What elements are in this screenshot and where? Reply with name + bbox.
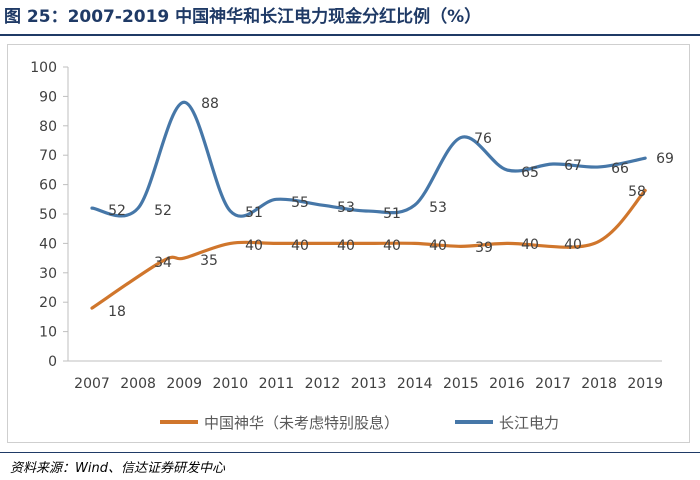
- legend-swatch-cypc: [455, 420, 493, 424]
- legend-label-shenhua: 中国神华（未考虑特别股息）: [204, 413, 400, 432]
- y-tick-label: 90: [39, 89, 57, 105]
- legend-label-cypc: 长江电力: [499, 413, 560, 432]
- x-tick-label: 2009: [166, 376, 202, 392]
- x-tick-label: 2007: [74, 376, 110, 392]
- series-lines: [90, 100, 647, 310]
- data-label-shenhua: 58: [628, 184, 646, 200]
- y-tick-label: 20: [39, 295, 57, 311]
- axes: 0 10 20 30 40 50 60 70 80 90 100 2007 2008 2009 2010 20…: [30, 60, 663, 392]
- x-tick-label: 2008: [120, 376, 156, 392]
- data-labels: 18 34 35 40 40 40 40 40 39 40 40 58 52 52 88 51 55 53 51 53…: [108, 96, 674, 320]
- data-label-shenhua: 40: [245, 238, 263, 254]
- x-tick-label: 2013: [351, 376, 387, 392]
- data-label-cypc: 52: [108, 203, 126, 219]
- data-label-cypc: 52: [154, 203, 172, 219]
- x-tick-label: 2017: [535, 376, 571, 392]
- y-tick-label: 40: [39, 236, 57, 252]
- data-label-shenhua: 18: [108, 304, 126, 320]
- series-line-shenhua: [90, 188, 647, 310]
- data-label-cypc: 65: [521, 165, 539, 181]
- y-tick-label: 50: [39, 207, 57, 223]
- x-tick-label: 2010: [212, 376, 248, 392]
- x-tick-label: 2016: [489, 376, 525, 392]
- y-tick-label: 10: [39, 325, 57, 341]
- x-tick-label: 2019: [627, 376, 663, 392]
- source-note: 资料来源：Wind、信达证券研发中心: [10, 461, 225, 476]
- legend-item-shenhua: 中国神华（未考虑特别股息）: [160, 412, 399, 432]
- data-label-cypc: 53: [429, 200, 447, 216]
- x-tick-label: 2012: [305, 376, 341, 392]
- y-tick-label: 30: [39, 266, 57, 282]
- y-tick-label: 100: [30, 60, 57, 76]
- data-label-shenhua: 40: [383, 238, 401, 254]
- data-label-shenhua: 40: [429, 238, 447, 254]
- data-label-shenhua: 40: [291, 238, 309, 254]
- data-label-shenhua: 40: [564, 237, 582, 253]
- data-label-cypc: 67: [564, 158, 582, 174]
- y-tick-label: 0: [48, 354, 57, 370]
- data-label-cypc: 53: [337, 200, 355, 216]
- x-tick-label: 2018: [581, 376, 617, 392]
- data-label-cypc: 88: [201, 96, 219, 112]
- series-line-cypc: [90, 100, 647, 218]
- data-label-shenhua: 34: [154, 255, 172, 271]
- data-label-shenhua: 40: [337, 238, 355, 254]
- data-label-cypc: 51: [383, 206, 401, 222]
- title-rule: [0, 34, 700, 36]
- legend-item-cypc: 长江电力: [455, 412, 559, 432]
- x-tick-label: 2011: [259, 376, 295, 392]
- data-label-shenhua: 39: [475, 240, 493, 256]
- x-tick-label: 2014: [397, 376, 433, 392]
- figure-title: 图 25：2007-2019 中国神华和长江电力现金分红比例（%）: [4, 7, 482, 27]
- legend-swatch-shenhua: [160, 420, 198, 424]
- data-label-cypc: 76: [474, 131, 492, 147]
- y-tick-label: 70: [39, 148, 57, 164]
- data-label-shenhua: 40: [521, 237, 539, 253]
- footer-rule: [0, 452, 700, 453]
- data-label-cypc: 55: [291, 195, 309, 211]
- y-tick-label: 80: [39, 119, 57, 135]
- data-label-shenhua: 35: [200, 253, 218, 269]
- x-tick-label: 2015: [443, 376, 479, 392]
- data-label-cypc: 69: [656, 151, 674, 167]
- data-label-cypc: 66: [611, 161, 629, 177]
- y-tick-label: 60: [39, 178, 57, 194]
- data-label-cypc: 51: [245, 205, 263, 221]
- chart-panel: [7, 44, 690, 443]
